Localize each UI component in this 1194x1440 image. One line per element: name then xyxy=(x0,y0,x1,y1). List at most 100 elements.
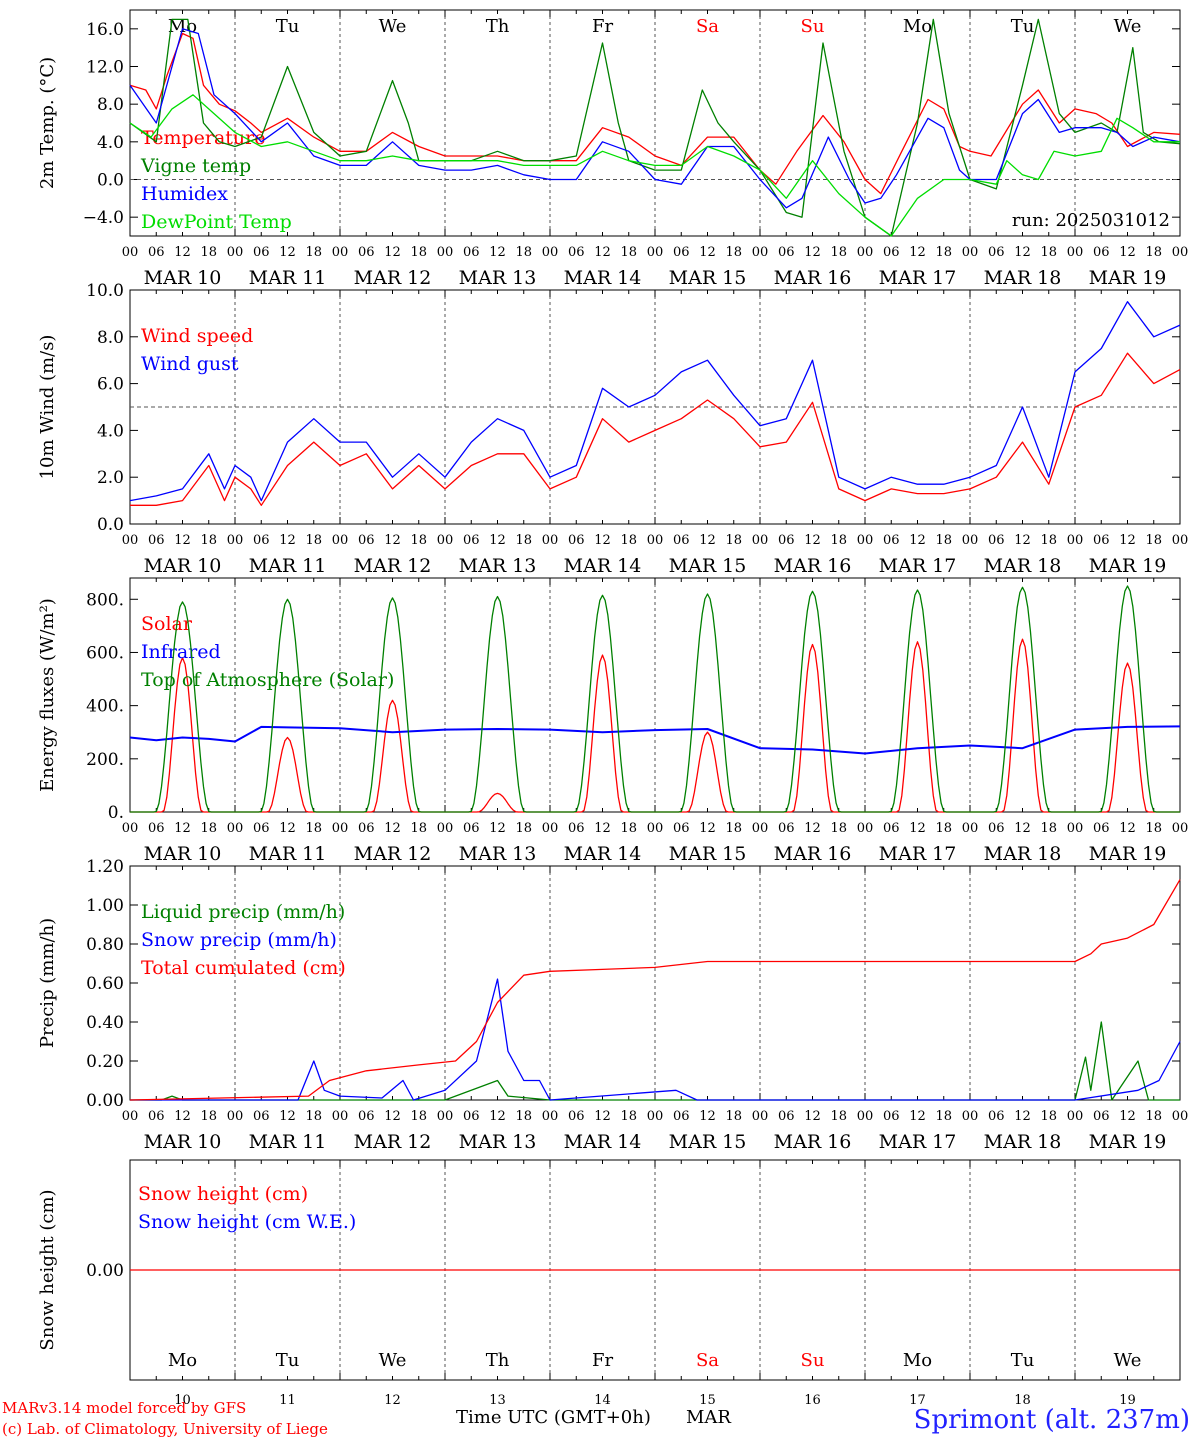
legend-entry: Infrared xyxy=(141,641,221,663)
series-line-total-cumulated-cm- xyxy=(129,879,1181,1101)
y-tick-label: 6.0 xyxy=(97,375,124,395)
hour-tick-label: 18 xyxy=(200,1109,217,1124)
hour-tick-label: 00 xyxy=(857,245,874,260)
hour-tick-label: 00 xyxy=(962,821,979,836)
hour-tick-label: 00 xyxy=(857,533,874,548)
hour-tick-label: 06 xyxy=(568,821,585,836)
date-label: MAR 18 xyxy=(984,555,1062,577)
hour-tick-label: 06 xyxy=(253,1109,270,1124)
day-number-label: 18 xyxy=(1014,1393,1031,1408)
y-tick-label: 600. xyxy=(86,643,124,663)
day-number-label: 13 xyxy=(489,1393,506,1408)
series-line-vigne-temp xyxy=(129,18,1181,237)
hour-tick-label: 06 xyxy=(463,245,480,260)
y-tick-label: 4.0 xyxy=(97,421,124,441)
y-tick-label: 0.20 xyxy=(86,1052,124,1072)
hour-tick-label: 06 xyxy=(1093,533,1110,548)
hour-tick-label: 00 xyxy=(752,1109,769,1124)
weekday-label: Mo xyxy=(903,1350,932,1371)
legend-entry: Snow precip (mm/h) xyxy=(141,929,337,951)
hour-tick-label: 00 xyxy=(1067,245,1084,260)
hour-tick-label: 18 xyxy=(200,245,217,260)
hour-tick-label: 00 xyxy=(332,533,349,548)
y-tick-label: 8.0 xyxy=(97,95,124,115)
hour-tick-label: 12 xyxy=(699,245,716,260)
date-label: MAR 13 xyxy=(459,1131,537,1153)
hour-tick-label: 18 xyxy=(1145,821,1162,836)
hour-tick-label: 12 xyxy=(909,821,926,836)
hour-tick-label: 18 xyxy=(410,533,427,548)
date-label: MAR 19 xyxy=(1089,267,1167,289)
hour-tick-label: 00 xyxy=(962,1109,979,1124)
location-title: Sprimont (alt. 237m) xyxy=(914,1405,1190,1435)
weekday-label: Su xyxy=(801,16,825,37)
time-axis-title: Time UTC (GMT+0h) xyxy=(456,1407,651,1428)
hour-tick-label: 00 xyxy=(752,533,769,548)
hour-tick-label: 00 xyxy=(647,245,664,260)
hour-tick-label: 00 xyxy=(332,245,349,260)
series-line-infrared xyxy=(129,725,1181,755)
hour-tick-label: 12 xyxy=(384,245,401,260)
y-tick-label: 800. xyxy=(86,590,124,610)
hour-tick-label: 06 xyxy=(673,533,690,548)
hour-tick-label: 06 xyxy=(673,1109,690,1124)
hour-tick-label: 00 xyxy=(1067,1109,1084,1124)
hour-tick-label: 18 xyxy=(200,821,217,836)
y-tick-label: 0.00 xyxy=(86,1091,124,1111)
hour-tick-label: 12 xyxy=(384,1109,401,1124)
y-axis-label: Energy fluxes (W/m²) xyxy=(37,598,58,792)
date-label: MAR 14 xyxy=(564,555,642,577)
date-label: MAR 13 xyxy=(459,555,537,577)
hour-tick-label: 06 xyxy=(148,245,165,260)
y-tick-label: 0.00 xyxy=(86,1261,124,1281)
hour-tick-label: 18 xyxy=(725,821,742,836)
hour-tick-label: 06 xyxy=(568,245,585,260)
hour-tick-label: 06 xyxy=(883,533,900,548)
date-label: MAR 10 xyxy=(144,267,222,289)
hour-tick-label: 06 xyxy=(148,533,165,548)
hour-tick-label: 12 xyxy=(174,533,191,548)
hour-tick-label: 12 xyxy=(1119,533,1136,548)
legend-entry: Solar xyxy=(141,613,193,635)
date-label: MAR 16 xyxy=(774,267,852,289)
weekday-label: Tu xyxy=(276,16,300,37)
hour-tick-label: 00 xyxy=(122,245,139,260)
date-label: MAR 15 xyxy=(669,1131,747,1153)
y-tick-label: 2.0 xyxy=(97,468,124,488)
y-tick-label: 0.40 xyxy=(86,1013,124,1033)
hour-tick-label: 06 xyxy=(148,821,165,836)
date-label: MAR 16 xyxy=(774,555,852,577)
hour-tick-label: 12 xyxy=(1119,821,1136,836)
hour-tick-label: 18 xyxy=(935,245,952,260)
hour-tick-label: 12 xyxy=(489,245,506,260)
hour-tick-label: 00 xyxy=(857,821,874,836)
day-number-label: 14 xyxy=(594,1393,611,1408)
hour-tick-label: 18 xyxy=(305,533,322,548)
hour-tick-label: 18 xyxy=(830,1109,847,1124)
hour-tick-label: 06 xyxy=(883,821,900,836)
hour-tick-label: 12 xyxy=(279,821,296,836)
legend-entry: Vigne temp xyxy=(140,155,251,177)
hour-tick-label: 06 xyxy=(1093,1109,1110,1124)
hour-tick-label: 18 xyxy=(1040,533,1057,548)
hour-tick-label: 00 xyxy=(647,1109,664,1124)
hour-tick-label: 00 xyxy=(1172,821,1189,836)
y-tick-label: 0.0 xyxy=(97,171,124,191)
hour-tick-label: 00 xyxy=(542,533,559,548)
legend-entry: Total cumulated (cm) xyxy=(141,957,346,979)
hour-tick-label: 18 xyxy=(1145,1109,1162,1124)
hour-tick-label: 12 xyxy=(909,245,926,260)
hour-tick-label: 06 xyxy=(1093,821,1110,836)
hour-tick-label: 00 xyxy=(437,1109,454,1124)
date-label: MAR 18 xyxy=(984,267,1062,289)
hour-tick-label: 12 xyxy=(594,533,611,548)
hour-tick-label: 06 xyxy=(778,533,795,548)
hour-tick-label: 00 xyxy=(1067,533,1084,548)
date-label: MAR 16 xyxy=(774,843,852,865)
weekday-label: Sa xyxy=(696,16,719,37)
weekday-label: Th xyxy=(486,16,510,37)
day-number-label: 16 xyxy=(804,1393,821,1408)
date-label: MAR 17 xyxy=(879,1131,957,1153)
hour-tick-label: 12 xyxy=(1014,1109,1031,1124)
hour-tick-label: 12 xyxy=(594,821,611,836)
